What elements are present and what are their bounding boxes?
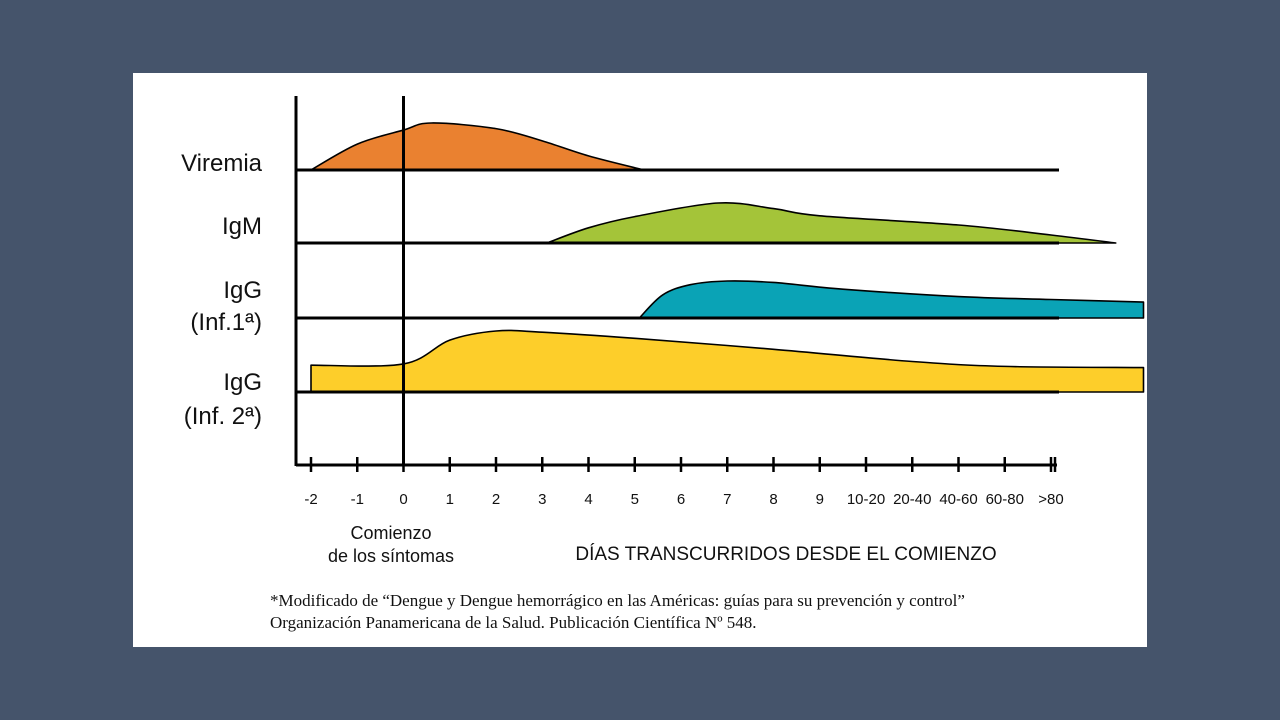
series-label-4: IgG xyxy=(223,369,262,396)
x-tick-label: 20-40 xyxy=(893,491,931,508)
series-area-2 xyxy=(546,201,1117,244)
x-tick-label: 9 xyxy=(816,491,824,508)
x-tick-label: 2 xyxy=(492,491,500,508)
x-tick-label: 60-80 xyxy=(986,491,1024,508)
series-label-1: Viremia xyxy=(181,150,263,177)
x-tick-label: 8 xyxy=(769,491,777,508)
x-tick-label: 5 xyxy=(631,491,639,508)
x-tick-label: 40-60 xyxy=(939,491,977,508)
series-area-1 xyxy=(310,122,645,171)
x-tick-label: 6 xyxy=(677,491,685,508)
x-tick-label: 4 xyxy=(584,491,592,508)
x-tick-label: >80 xyxy=(1038,491,1063,508)
x-tick-label: 7 xyxy=(723,491,731,508)
series-label-3-line-2: (Inf.1ª) xyxy=(190,309,262,336)
x-axis-title: DÍAS TRANSCURRIDOS DESDE EL COMIENZO xyxy=(575,544,996,565)
series-label-3: IgG xyxy=(223,277,262,304)
onset-label-line-2: de los síntomas xyxy=(328,546,454,566)
x-tick-label: 10-20 xyxy=(847,491,885,508)
x-tick-label: 1 xyxy=(446,491,454,508)
series-area-4 xyxy=(310,329,1145,393)
x-tick-label: 0 xyxy=(399,491,407,508)
series-area-3 xyxy=(638,280,1145,319)
x-tick-label: 3 xyxy=(538,491,546,508)
series-label-4-line-2: (Inf. 2ª) xyxy=(184,403,262,430)
x-tick-label: -2 xyxy=(304,491,317,508)
footnote-line-2: Organización Panamericana de la Salud. P… xyxy=(270,613,757,632)
series-label-2: IgM xyxy=(222,213,262,240)
footnote-line-1: *Modificado de “Dengue y Dengue hemorrág… xyxy=(270,591,965,610)
x-tick-label: -1 xyxy=(351,491,364,508)
onset-label-line-1: Comienzo xyxy=(350,523,431,543)
